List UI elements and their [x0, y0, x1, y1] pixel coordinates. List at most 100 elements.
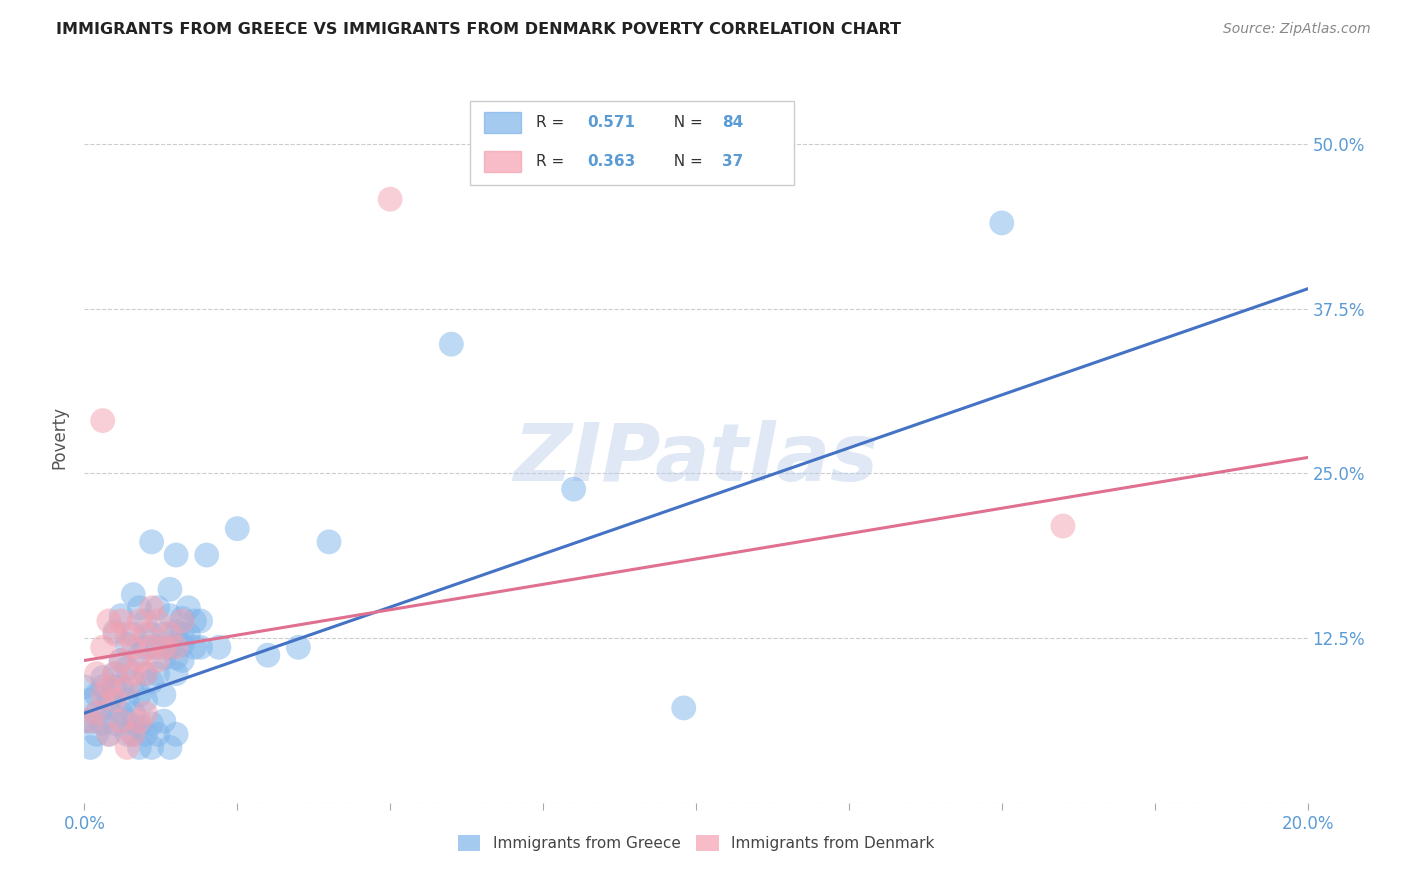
Bar: [484, 152, 522, 172]
Point: [146, 600, 169, 615]
Text: Source: ZipAtlas.com: Source: ZipAtlas.com: [1223, 22, 1371, 37]
Point: [115, 661, 138, 675]
Text: R =: R =: [536, 154, 569, 169]
Point: [86, 688, 108, 702]
Point: [165, 624, 187, 639]
Point: [172, 638, 194, 652]
Point: [73, 680, 96, 694]
Point: [159, 582, 181, 597]
Point: [104, 627, 127, 641]
Point: [190, 614, 212, 628]
Point: [86, 706, 108, 721]
Point: [91, 640, 114, 655]
Point: [991, 216, 1014, 230]
Point: [165, 666, 187, 681]
Bar: [484, 112, 522, 133]
Point: [104, 666, 127, 681]
Point: [177, 627, 200, 641]
Point: [135, 640, 157, 655]
Point: [165, 640, 187, 655]
Point: [122, 640, 145, 655]
Point: [110, 608, 132, 623]
Text: 37: 37: [721, 154, 742, 169]
Point: [115, 693, 138, 707]
Legend: Immigrants from Greece, Immigrants from Denmark: Immigrants from Greece, Immigrants from …: [451, 830, 941, 857]
Point: [122, 674, 145, 689]
Point: [91, 688, 114, 702]
Point: [135, 627, 157, 641]
Point: [122, 706, 145, 721]
Point: [165, 548, 187, 562]
Point: [183, 640, 205, 655]
Point: [122, 627, 145, 641]
Point: [146, 666, 169, 681]
Point: [141, 627, 163, 641]
Point: [141, 640, 163, 655]
Point: [153, 688, 176, 702]
Point: [79, 714, 101, 728]
Text: 0.571: 0.571: [588, 115, 636, 129]
Point: [380, 192, 402, 206]
Point: [135, 666, 157, 681]
Point: [135, 666, 157, 681]
Point: [128, 714, 150, 728]
Point: [159, 627, 181, 641]
Point: [104, 716, 127, 731]
Point: [135, 727, 157, 741]
Point: [135, 706, 157, 721]
Point: [110, 653, 132, 667]
Point: [115, 680, 138, 694]
Point: [110, 614, 132, 628]
Point: [122, 727, 145, 741]
Point: [79, 693, 101, 707]
Point: [318, 534, 340, 549]
Point: [141, 740, 163, 755]
Point: [110, 680, 132, 694]
Point: [141, 716, 163, 731]
Point: [153, 714, 176, 728]
Point: [153, 627, 176, 641]
Point: [79, 740, 101, 755]
Point: [128, 600, 150, 615]
Point: [115, 727, 138, 741]
Point: [195, 548, 218, 562]
Point: [135, 693, 157, 707]
Point: [97, 727, 120, 741]
Point: [172, 614, 194, 628]
Point: [122, 727, 145, 741]
Point: [172, 611, 194, 625]
Point: [122, 588, 145, 602]
Point: [97, 680, 120, 694]
Point: [440, 337, 463, 351]
Point: [146, 653, 169, 667]
Point: [128, 648, 150, 663]
Point: [73, 714, 96, 728]
Point: [110, 714, 132, 728]
Point: [128, 653, 150, 667]
Point: [128, 614, 150, 628]
Point: [110, 653, 132, 667]
Point: [128, 688, 150, 702]
Point: [1052, 519, 1074, 533]
Text: ZIPatlas: ZIPatlas: [513, 420, 879, 498]
Point: [104, 680, 127, 694]
Point: [141, 534, 163, 549]
Point: [115, 740, 138, 755]
Point: [86, 666, 108, 681]
Point: [159, 640, 181, 655]
Point: [146, 614, 169, 628]
Point: [104, 624, 127, 639]
Point: [79, 714, 101, 728]
Point: [177, 600, 200, 615]
Point: [208, 640, 231, 655]
Point: [183, 614, 205, 628]
Point: [91, 680, 114, 694]
Point: [97, 693, 120, 707]
Point: [128, 740, 150, 755]
Point: [115, 638, 138, 652]
Point: [146, 727, 169, 741]
Point: [91, 414, 114, 428]
Point: [172, 627, 194, 641]
Point: [562, 482, 585, 496]
Point: [159, 608, 181, 623]
